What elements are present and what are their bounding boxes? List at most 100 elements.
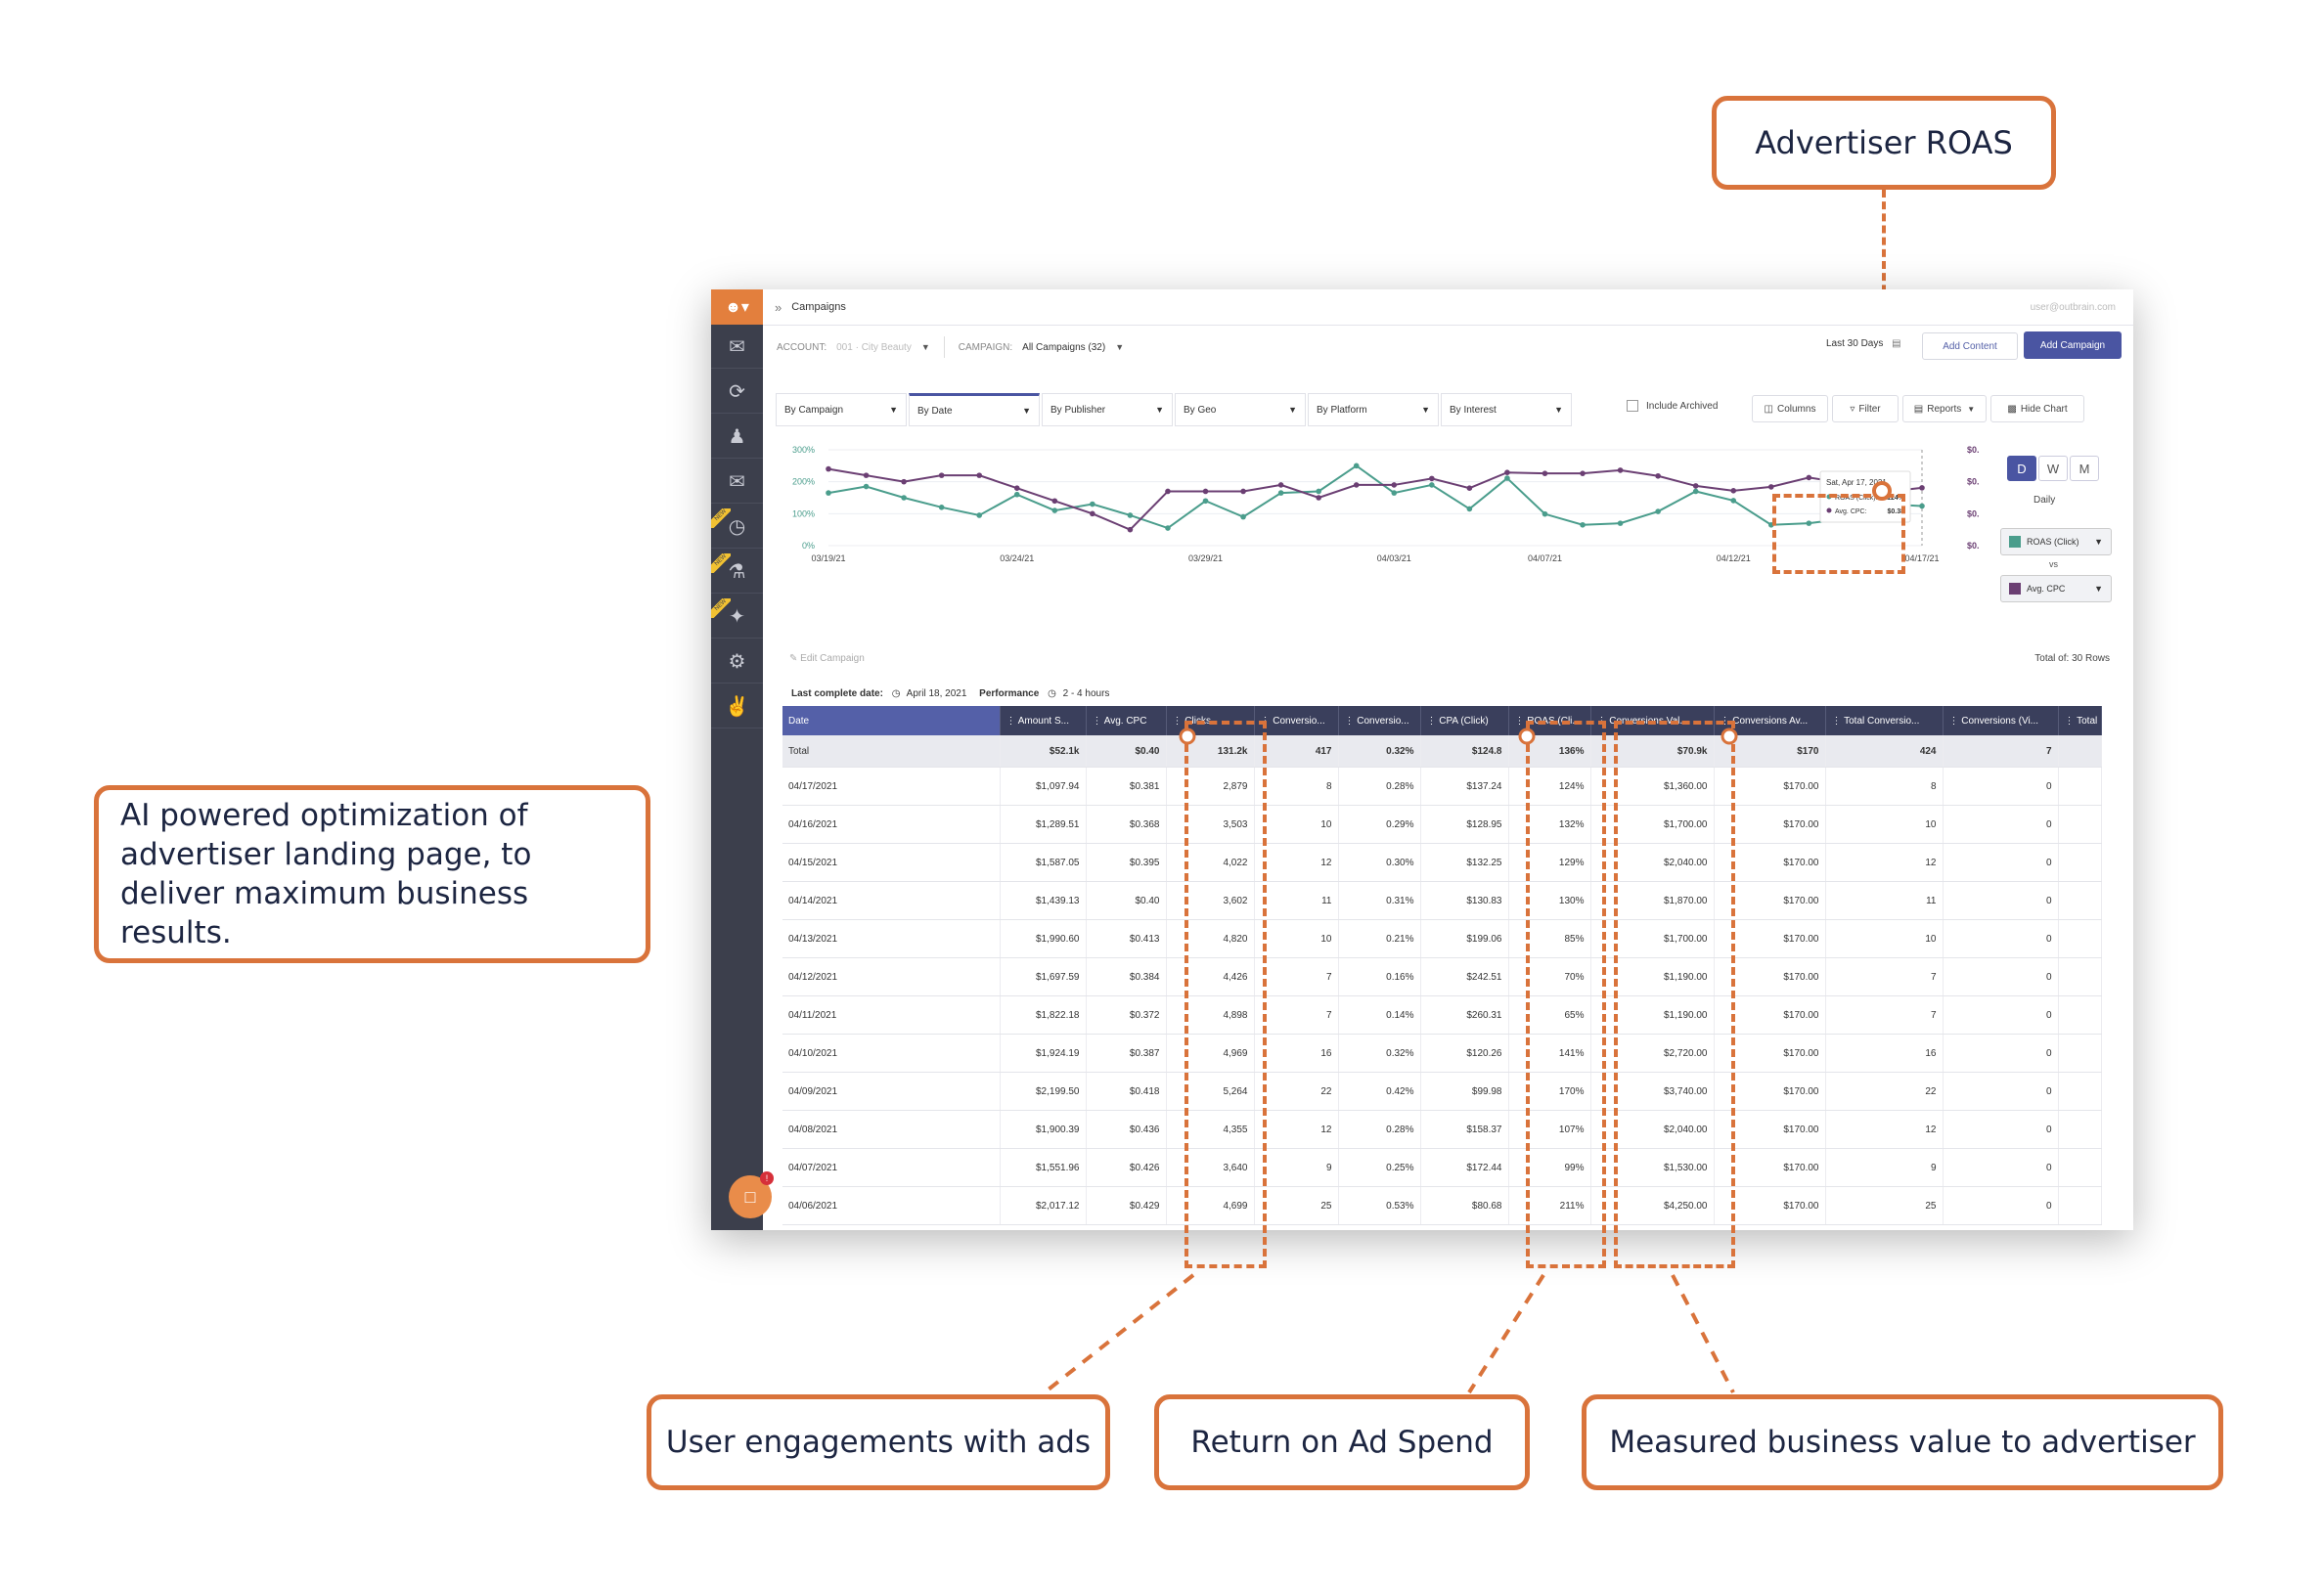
table-cell: 0.29% [1338,805,1421,844]
data-point [826,465,831,472]
column-header[interactable]: Date [782,706,1001,735]
tab-by-date[interactable]: By Date ▼ [909,393,1040,426]
monthly-button[interactable]: M [2070,456,2099,481]
date-range-select[interactable]: Last 30 Days ▤ [1826,338,1901,349]
column-header[interactable]: ⋮ CPA (Click) [1420,706,1509,735]
table-row: 04/12/2021 $1,697.59 $0.384 4,426 7 0.16% $242… [782,957,2102,996]
megaphone-icon[interactable]: ✉ [711,325,763,369]
table-cell: $0.426 [1086,1148,1167,1187]
table-cell: $3,740.00 [1590,1072,1715,1111]
expand-chevron-icon[interactable]: » [775,299,782,315]
filter-button[interactable]: ▿ Filter [1832,395,1899,422]
secondary-metric-select[interactable]: Avg. CPC ▼ [2000,575,2112,602]
tab-by-publisher[interactable]: By Publisher ▼ [1042,393,1173,426]
tab-by-geo[interactable]: By Geo ▼ [1175,393,1306,426]
table-cell: 8 [1254,767,1339,806]
column-header[interactable]: ⋮ Total Conversio... [1825,706,1944,735]
table-cell: $0.372 [1086,995,1167,1035]
tab-by-interest[interactable]: By Interest ▼ [1441,393,1572,426]
column-header[interactable]: ⋮ Total [2058,706,2102,735]
gear-icon[interactable]: ⚙ [711,640,763,684]
handshake-icon[interactable]: ✌ [711,684,763,728]
data-point [1466,506,1473,512]
table-cell: 04/08/2021 [782,1110,1001,1149]
logo-icon[interactable]: ☻▾ [711,289,763,325]
table-cell: $2,040.00 [1590,843,1715,882]
table-cell: 0 [1943,1034,2059,1073]
audience-icon[interactable]: ♟ [711,415,763,459]
table-cell: 0.31% [1338,881,1421,920]
chevron-down-icon: ▼ [1421,405,1430,415]
table-cell: $199.06 [1420,919,1509,958]
weekly-button[interactable]: W [2038,456,2068,481]
include-archived-toggle[interactable]: Include Archived [1627,400,1718,412]
x-tick-label: 04/17/21 [1904,553,1939,563]
daily-button[interactable]: D [2007,456,2036,481]
user-menu[interactable]: user@outbrain.com [2030,301,2116,313]
table-cell: $4,250.00 [1590,1186,1715,1225]
y-left-tick-label: 100% [792,508,815,518]
column-header[interactable]: ⋮ Avg. CPC [1086,706,1167,735]
data-point [1542,470,1548,476]
primary-metric-select[interactable]: ROAS (Click) ▼ [2000,528,2112,555]
table-cell: 4,022 [1166,843,1255,882]
account-select[interactable]: 001 · City Beauty [836,341,912,353]
data-point [1391,490,1398,496]
data-point [1353,463,1360,469]
data-point [1504,469,1510,475]
table-cell: $137.24 [1420,767,1509,806]
table-cell: 0.53% [1338,1186,1421,1225]
edit-campaign-button[interactable]: ✎ Edit Campaign [789,653,865,664]
user-engagements-callout: User engagements with ads [647,1394,1110,1490]
chevron-down-icon[interactable]: ▼ [920,342,930,352]
column-header[interactable]: ⋮ Conversions (Vi... [1943,706,2059,735]
table-cell: $158.37 [1420,1110,1509,1149]
flask-icon[interactable]: ⚗ [711,550,763,594]
chat-icon[interactable]: □! [729,1171,774,1218]
checkbox[interactable] [1627,400,1638,412]
data-point [1013,491,1020,498]
magic-wand-icon[interactable]: ✦ [711,595,763,639]
table-cell: 170% [1508,1072,1591,1111]
table-cell: 4,898 [1166,995,1255,1035]
table-cell: 107% [1508,1110,1591,1149]
y-right-tick-label: $0.20 [1967,541,1979,551]
advertiser-roas-callout: Advertiser ROAS [1712,96,2056,190]
column-header[interactable]: ⋮ Conversio... [1254,706,1339,735]
table-cell: $1,700.00 [1590,919,1715,958]
mail-icon[interactable]: ✉ [711,460,763,504]
campaign-select[interactable]: All Campaigns (32) [1022,341,1106,353]
chevron-down-icon[interactable]: ▼ [1115,342,1125,352]
table-cell: 4,969 [1166,1034,1255,1073]
add-campaign-button[interactable]: Add Campaign [2024,331,2122,359]
column-header[interactable]: ⋮ Amount S... [1000,706,1087,735]
table-cell: 10 [1254,805,1339,844]
table-cell: 141% [1508,1034,1591,1073]
tab-by-platform[interactable]: By Platform ▼ [1308,393,1439,426]
x-tick-label: 04/07/21 [1528,553,1562,563]
add-content-button[interactable]: Add Content [1922,332,2018,360]
breadcrumb: Campaigns [791,301,846,313]
column-header[interactable]: ⋮ Conversio... [1338,706,1421,735]
table-cell [2058,995,2102,1035]
data-point [1580,521,1586,528]
roas-column-highlight [1526,721,1606,1268]
history-icon[interactable]: ◷ [711,505,763,549]
primary-metric-label: ROAS (Click) [2027,537,2079,547]
sync-icon[interactable]: ⟳ [711,370,763,414]
last-complete-value: April 18, 2021 [906,688,967,699]
table-cell: 5,264 [1166,1072,1255,1111]
data-point [1353,482,1360,488]
tooltip-cpc-value: $0.38 [1887,508,1904,515]
columns-button[interactable]: ◫ Columns [1752,395,1828,422]
reports-button[interactable]: ▤ Reports ▼ [1902,395,1987,422]
business-value-callout: Measured business value to advertiser [1582,1394,2223,1490]
table-cell: 132% [1508,805,1591,844]
hide-chart-button[interactable]: ▩ Hide Chart [1990,395,2084,422]
data-point [1429,482,1435,488]
roas-marker-icon [1872,481,1892,501]
table-cell: $124.8 [1420,735,1509,768]
tab-by-campaign[interactable]: By Campaign ▼ [776,393,907,426]
filter-label: Filter [1858,403,1881,415]
table-cell: $0.384 [1086,957,1167,996]
